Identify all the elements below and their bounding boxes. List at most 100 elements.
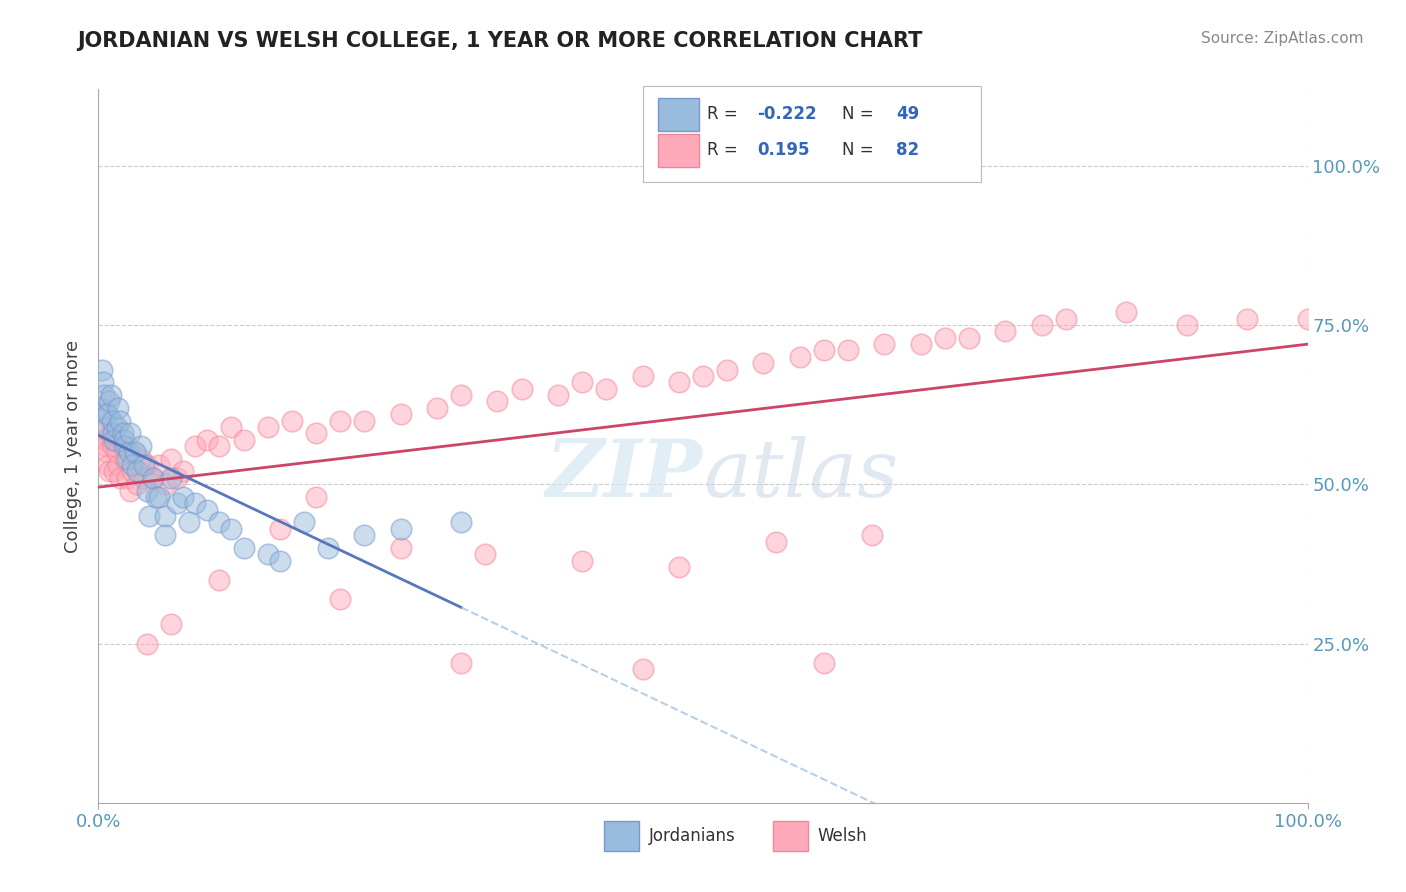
Point bbox=[510, 382, 533, 396]
Point bbox=[752, 356, 775, 370]
Point bbox=[103, 465, 125, 479]
Point bbox=[692, 368, 714, 383]
Point bbox=[172, 490, 194, 504]
Point bbox=[153, 509, 176, 524]
Point bbox=[221, 522, 243, 536]
Point bbox=[108, 413, 131, 427]
Point bbox=[90, 401, 112, 415]
FancyBboxPatch shape bbox=[658, 98, 699, 131]
Point bbox=[112, 433, 135, 447]
Point bbox=[101, 426, 124, 441]
Point bbox=[117, 451, 139, 466]
Point bbox=[138, 509, 160, 524]
FancyBboxPatch shape bbox=[773, 821, 808, 851]
Point bbox=[232, 541, 254, 555]
Point bbox=[160, 617, 183, 632]
Point bbox=[1236, 311, 1258, 326]
FancyBboxPatch shape bbox=[603, 821, 638, 851]
Point bbox=[668, 376, 690, 390]
Point bbox=[100, 413, 122, 427]
Point bbox=[256, 420, 278, 434]
Point bbox=[389, 541, 412, 555]
Point bbox=[716, 362, 738, 376]
Point bbox=[957, 331, 980, 345]
Point bbox=[129, 451, 152, 466]
Point bbox=[813, 343, 835, 358]
Point bbox=[160, 471, 183, 485]
Point bbox=[135, 458, 157, 472]
Text: 82: 82 bbox=[897, 141, 920, 159]
Point bbox=[134, 471, 156, 485]
Point bbox=[153, 477, 176, 491]
Point bbox=[329, 591, 352, 606]
Point bbox=[195, 502, 218, 516]
Point bbox=[813, 656, 835, 670]
Point bbox=[1031, 318, 1053, 332]
Point bbox=[994, 324, 1017, 338]
Point bbox=[208, 573, 231, 587]
Point bbox=[316, 541, 339, 555]
Point bbox=[269, 554, 291, 568]
Text: 49: 49 bbox=[897, 105, 920, 123]
Point bbox=[124, 445, 146, 459]
Point bbox=[121, 458, 143, 472]
Point bbox=[305, 490, 328, 504]
Point bbox=[281, 413, 304, 427]
Point bbox=[96, 420, 118, 434]
Point bbox=[111, 439, 134, 453]
Text: JORDANIAN VS WELSH COLLEGE, 1 YEAR OR MORE CORRELATION CHART: JORDANIAN VS WELSH COLLEGE, 1 YEAR OR MO… bbox=[77, 31, 922, 51]
Point bbox=[127, 465, 149, 479]
Point bbox=[172, 465, 194, 479]
Point bbox=[837, 343, 859, 358]
Text: N =: N = bbox=[842, 105, 873, 123]
FancyBboxPatch shape bbox=[658, 134, 699, 167]
Point bbox=[269, 522, 291, 536]
Point bbox=[91, 426, 114, 441]
Text: -0.222: -0.222 bbox=[758, 105, 817, 123]
Point bbox=[1296, 311, 1319, 326]
Point bbox=[571, 554, 593, 568]
Point bbox=[910, 337, 932, 351]
Point bbox=[934, 331, 956, 345]
Point bbox=[184, 496, 207, 510]
Point bbox=[166, 471, 188, 485]
Point bbox=[107, 458, 129, 472]
Text: R =: R = bbox=[707, 105, 737, 123]
Point bbox=[97, 407, 120, 421]
Point bbox=[134, 458, 156, 472]
Point bbox=[184, 439, 207, 453]
Point bbox=[595, 382, 617, 396]
Point bbox=[135, 636, 157, 650]
Point bbox=[93, 433, 115, 447]
Point bbox=[450, 388, 472, 402]
Text: R =: R = bbox=[707, 141, 737, 159]
Point bbox=[118, 426, 141, 441]
Point bbox=[94, 439, 117, 453]
Point bbox=[195, 433, 218, 447]
Point bbox=[232, 433, 254, 447]
Point bbox=[105, 445, 128, 459]
Point bbox=[1115, 305, 1137, 319]
Point bbox=[148, 458, 170, 472]
Point bbox=[1054, 311, 1077, 326]
Point bbox=[103, 433, 125, 447]
Point bbox=[221, 420, 243, 434]
Point bbox=[108, 471, 131, 485]
Point bbox=[96, 445, 118, 459]
Text: Welsh: Welsh bbox=[818, 827, 868, 845]
Point bbox=[450, 656, 472, 670]
Point bbox=[292, 516, 315, 530]
Point bbox=[208, 516, 231, 530]
Point bbox=[789, 350, 811, 364]
Point bbox=[765, 534, 787, 549]
Point bbox=[208, 439, 231, 453]
Point bbox=[873, 337, 896, 351]
Point bbox=[105, 420, 128, 434]
Text: Source: ZipAtlas.com: Source: ZipAtlas.com bbox=[1201, 31, 1364, 46]
Point bbox=[97, 458, 120, 472]
Point bbox=[101, 439, 124, 453]
Point bbox=[305, 426, 328, 441]
Point bbox=[100, 433, 122, 447]
Point bbox=[94, 407, 117, 421]
Point bbox=[98, 394, 121, 409]
